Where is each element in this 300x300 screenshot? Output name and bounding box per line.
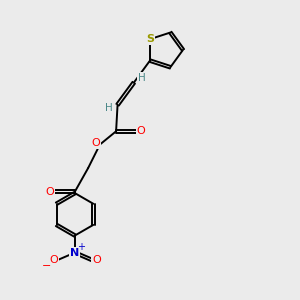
Text: N: N bbox=[70, 248, 80, 258]
Text: O: O bbox=[49, 255, 58, 265]
Text: O: O bbox=[92, 138, 100, 148]
Text: O: O bbox=[137, 126, 146, 136]
Text: −: − bbox=[42, 261, 51, 271]
Text: S: S bbox=[146, 34, 154, 44]
Text: O: O bbox=[92, 255, 101, 265]
Text: O: O bbox=[46, 187, 54, 196]
Text: H: H bbox=[138, 73, 146, 83]
Text: +: + bbox=[77, 242, 85, 252]
Text: H: H bbox=[105, 103, 113, 113]
